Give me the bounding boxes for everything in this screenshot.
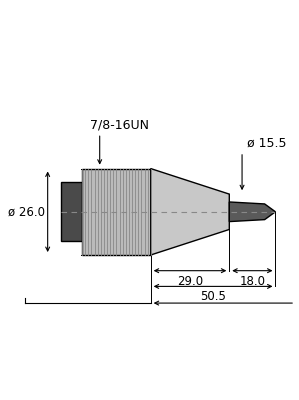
- Polygon shape: [229, 202, 275, 222]
- Text: 18.0: 18.0: [239, 275, 266, 288]
- Bar: [82, 168, 151, 255]
- Bar: [61, 182, 82, 241]
- Polygon shape: [151, 168, 229, 255]
- Text: ø 26.0: ø 26.0: [8, 205, 45, 218]
- Text: 7/8-16UN: 7/8-16UN: [90, 118, 149, 131]
- Text: 50.5: 50.5: [200, 290, 226, 303]
- Text: ø 15.5: ø 15.5: [247, 137, 286, 150]
- Text: 29.0: 29.0: [177, 275, 203, 288]
